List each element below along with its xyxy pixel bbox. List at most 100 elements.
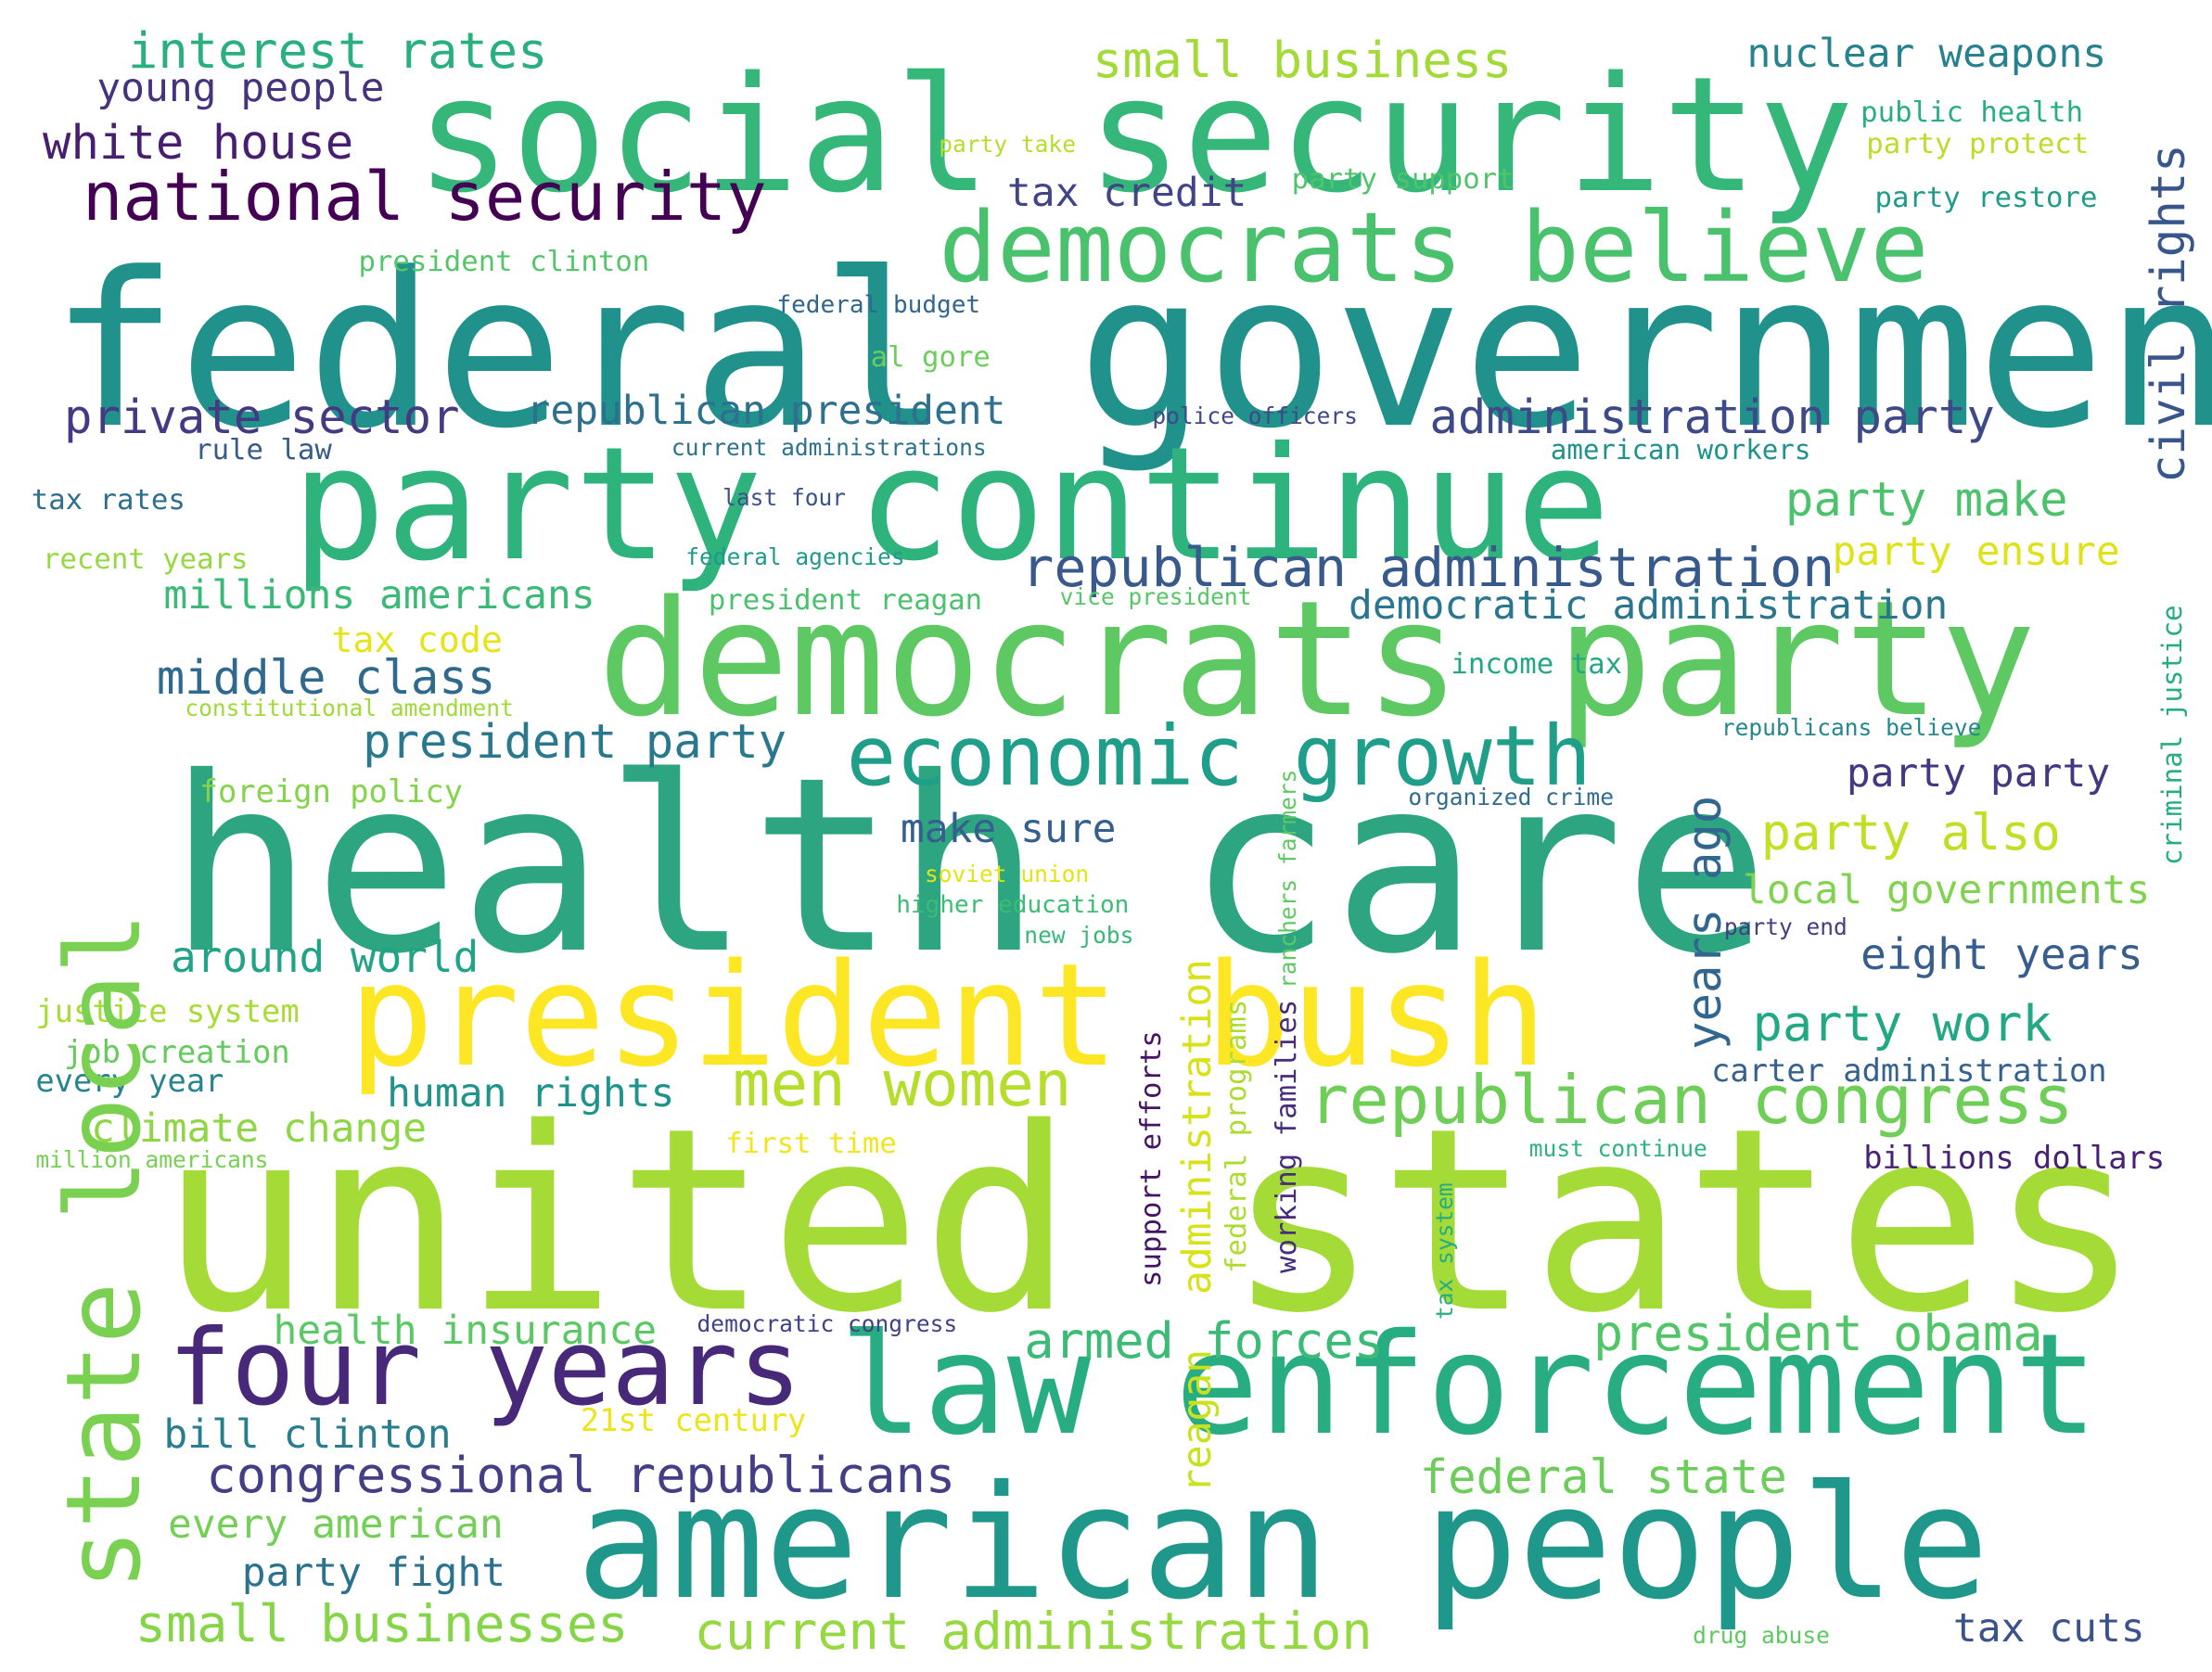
word: men women	[732, 1046, 1072, 1120]
word-vertical: working families	[1270, 999, 1303, 1273]
word: small business	[1092, 31, 1513, 90]
word: last four	[722, 483, 847, 511]
word: millions americans	[163, 572, 595, 619]
word-vertical: reagan	[1173, 1349, 1221, 1494]
word: organized crime	[1408, 784, 1614, 811]
word: party party	[1846, 749, 2111, 797]
word: party protect	[1866, 128, 2090, 161]
word: party ensure	[1832, 528, 2120, 575]
word: tax cuts	[1952, 1604, 2145, 1652]
word: party fight	[241, 1549, 506, 1596]
word: federal government	[49, 226, 2212, 476]
word: million americans	[35, 1146, 269, 1174]
word: national security	[82, 158, 767, 236]
word: administration party	[1429, 389, 1995, 444]
word: american workers	[1550, 433, 1811, 466]
word: local governments	[1742, 866, 2151, 913]
word: president clinton	[358, 246, 650, 279]
word: tax code	[331, 619, 503, 661]
word: party also	[1760, 803, 2061, 862]
word: party work	[1752, 993, 2052, 1053]
word: around world	[171, 932, 479, 983]
word: federal state	[1419, 1449, 1787, 1504]
word: democratic administration	[1349, 581, 1949, 629]
word: current administration	[694, 1602, 1373, 1663]
word: police officers	[1152, 402, 1358, 430]
word: republican administration	[1021, 535, 1835, 599]
word: drug abuse	[1693, 1621, 1830, 1649]
word: president party	[363, 713, 787, 769]
word: party continue	[291, 413, 1611, 596]
word: nuclear weapons	[1746, 30, 2107, 77]
word: bill clinton	[163, 1411, 452, 1459]
word: party support	[1291, 163, 1515, 197]
word: interest rates	[128, 20, 548, 80]
word: federal agencies	[685, 542, 905, 570]
word-vertical: support efforts	[1135, 1030, 1168, 1288]
word: rule law	[195, 433, 332, 466]
word: vice president	[1059, 582, 1252, 610]
word: tax credit	[1006, 170, 1247, 217]
word: billions dollars	[1863, 1139, 2166, 1176]
word: new jobs	[1024, 921, 1134, 949]
word: president reagan	[708, 584, 983, 618]
word: republican congress	[1309, 1061, 2074, 1140]
word: recent years	[43, 542, 249, 576]
word: income tax	[1451, 648, 1622, 682]
word-vertical: tax system	[1431, 1182, 1459, 1321]
word: first time	[725, 1128, 897, 1161]
word: white house	[43, 114, 354, 170]
word: eight years	[1860, 929, 2143, 980]
word: republican president	[526, 387, 1006, 434]
word: party end	[1723, 913, 1848, 940]
word: president bush	[348, 933, 1548, 1099]
word: public health	[1860, 96, 2084, 130]
word: private sector	[64, 389, 460, 444]
word: social security	[415, 43, 1855, 229]
word: justice system	[35, 992, 300, 1029]
word: health care	[167, 726, 1770, 1008]
word: democrats believe	[939, 190, 1929, 304]
word: american people	[576, 1450, 1989, 1634]
word: make sure	[900, 805, 1117, 852]
word: armed forces	[1024, 1310, 1385, 1370]
word-vertical: ranchers farmers	[1274, 769, 1302, 989]
word: every american	[167, 1500, 504, 1548]
word-vertical: federal programs	[1221, 999, 1254, 1273]
word: law enforcement	[838, 1303, 2099, 1466]
word: soviet union	[924, 860, 1090, 887]
word: current administrations	[671, 433, 987, 461]
word: must continue	[1528, 1135, 1707, 1162]
word: human rights	[387, 1069, 675, 1117]
word: united states	[159, 1074, 2142, 1369]
word: higher education	[896, 891, 1130, 920]
word: federal budget	[776, 290, 981, 319]
word: party make	[1784, 471, 2068, 527]
word: four years	[167, 1306, 802, 1429]
word: democrats party	[597, 566, 2037, 752]
word-vertical: criminal justice	[2156, 604, 2189, 865]
word-vertical: years ago	[1676, 795, 1732, 1050]
word: 21st century	[580, 1402, 807, 1439]
word: middle class	[156, 649, 496, 705]
word: al gore	[870, 341, 991, 375]
word: every year	[35, 1062, 224, 1099]
word-vertical: administration	[1173, 958, 1221, 1295]
word: foreign policy	[198, 773, 464, 810]
word: democratic congress	[697, 1309, 958, 1337]
word: climate change	[91, 1105, 428, 1153]
word: young people	[96, 64, 385, 111]
word: economic growth	[846, 708, 1592, 805]
word: president obama	[1592, 1304, 2043, 1363]
word: tax rates	[31, 483, 185, 517]
word: republicans believe	[1720, 714, 1982, 742]
word-vertical: civil rights	[2140, 144, 2195, 484]
word: small businesses	[134, 1595, 629, 1655]
word: party restore	[1874, 182, 2098, 215]
word: party take	[939, 131, 1076, 159]
word: congressional republicans	[206, 1446, 956, 1505]
word: job creation	[64, 1034, 290, 1071]
word: health insurance	[273, 1308, 658, 1355]
word: carter administration	[1711, 1053, 2107, 1090]
